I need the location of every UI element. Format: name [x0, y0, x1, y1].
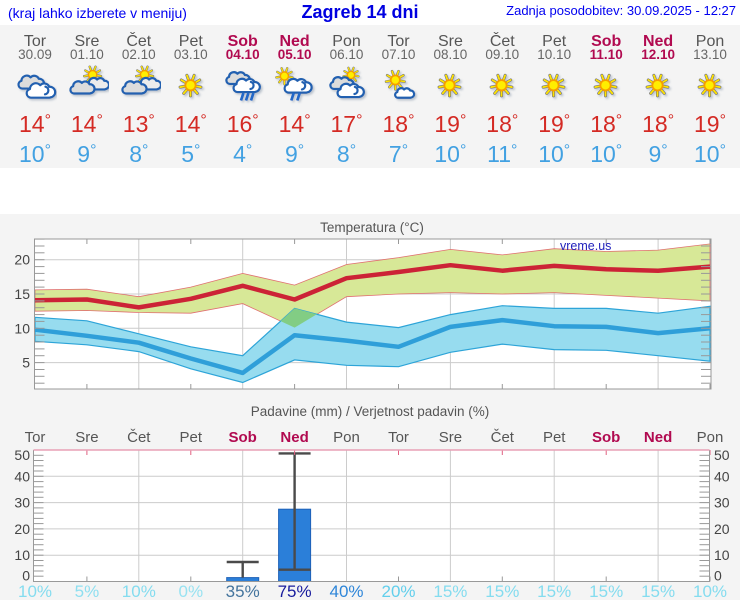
svg-text:Pet: Pet	[180, 429, 203, 446]
svg-text:20%: 20%	[381, 582, 415, 600]
svg-text:10%: 10%	[18, 582, 52, 600]
svg-text:10%: 10%	[693, 582, 727, 600]
svg-text:10: 10	[14, 320, 30, 336]
svg-text:20: 20	[14, 252, 30, 268]
svg-text:15%: 15%	[641, 582, 675, 600]
svg-text:35%: 35%	[226, 582, 260, 600]
svg-text:15%: 15%	[537, 582, 571, 600]
svg-text:5%: 5%	[75, 582, 100, 600]
svg-text:Pet: Pet	[543, 429, 566, 446]
svg-text:Temperatura (°C): Temperatura (°C)	[320, 220, 424, 235]
svg-text:Sob: Sob	[229, 429, 257, 446]
svg-text:15%: 15%	[485, 582, 519, 600]
svg-text:30: 30	[714, 495, 730, 511]
svg-text:Pon: Pon	[333, 429, 360, 446]
svg-text:Čet: Čet	[127, 429, 151, 446]
svg-text:Sre: Sre	[439, 429, 462, 446]
svg-text:vreme.us: vreme.us	[560, 239, 611, 253]
svg-text:5: 5	[22, 355, 30, 371]
svg-text:40%: 40%	[329, 582, 363, 600]
svg-text:50: 50	[14, 447, 30, 463]
svg-text:15: 15	[14, 286, 30, 302]
svg-text:20: 20	[14, 521, 30, 537]
svg-text:Čet: Čet	[491, 429, 515, 446]
svg-text:Pon: Pon	[697, 429, 724, 446]
svg-text:50: 50	[714, 447, 730, 463]
svg-text:Padavine (mm) / Verjetnost pad: Padavine (mm) / Verjetnost padavin (%)	[251, 404, 490, 419]
svg-text:40: 40	[14, 468, 30, 484]
svg-text:0: 0	[714, 568, 722, 584]
svg-text:10: 10	[14, 547, 30, 563]
svg-text:40: 40	[714, 468, 730, 484]
svg-text:15%: 15%	[589, 582, 623, 600]
svg-text:Ned: Ned	[280, 429, 308, 446]
svg-text:10%: 10%	[122, 582, 156, 600]
svg-text:0%: 0%	[179, 582, 204, 600]
svg-text:20: 20	[714, 521, 730, 537]
svg-text:Ned: Ned	[644, 429, 672, 446]
svg-text:75%: 75%	[278, 582, 312, 600]
svg-text:15%: 15%	[433, 582, 467, 600]
svg-text:30: 30	[14, 495, 30, 511]
svg-text:Sre: Sre	[75, 429, 98, 446]
svg-text:Sob: Sob	[592, 429, 620, 446]
svg-text:0: 0	[22, 568, 30, 584]
svg-text:10: 10	[714, 547, 730, 563]
svg-text:Tor: Tor	[25, 429, 46, 446]
svg-text:Tor: Tor	[388, 429, 409, 446]
